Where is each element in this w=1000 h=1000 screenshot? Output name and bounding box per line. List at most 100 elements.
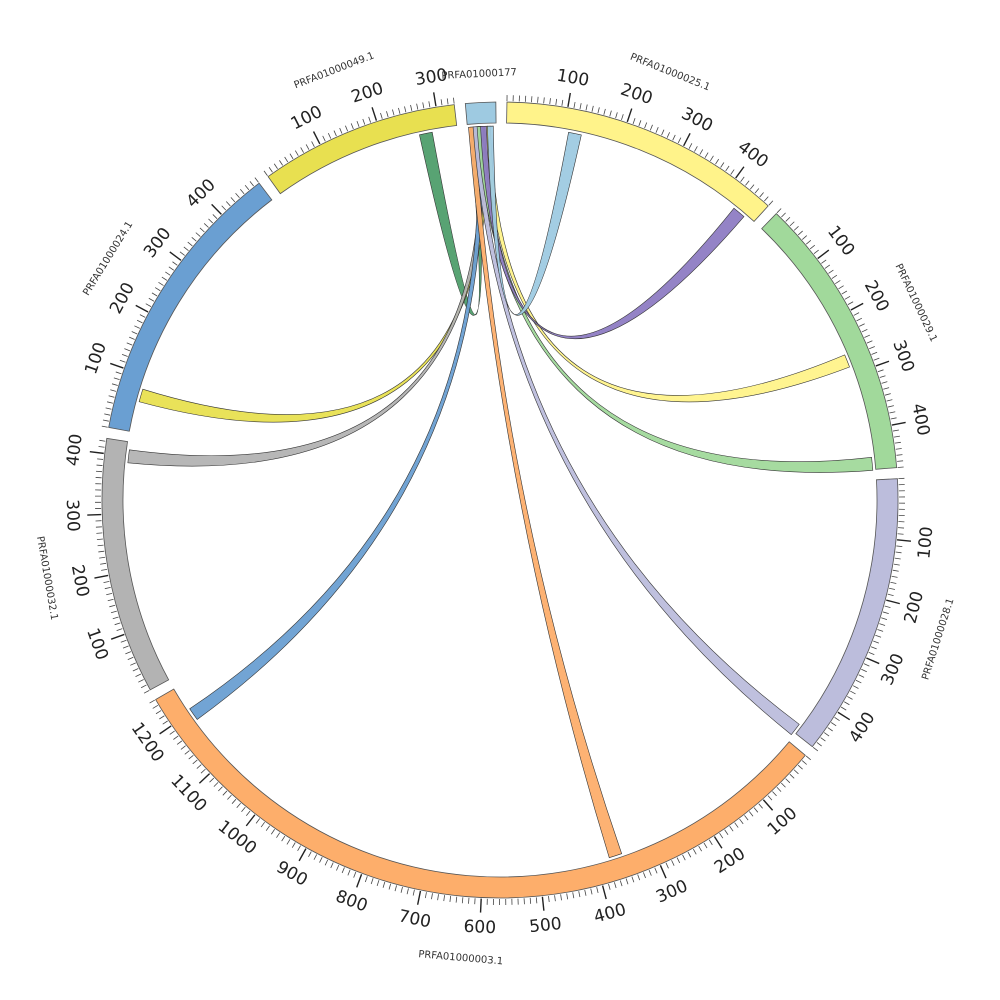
tick-label: 100 <box>764 803 802 839</box>
minor-tick <box>213 782 219 787</box>
minor-tick <box>109 604 116 608</box>
minor-tick <box>725 165 730 172</box>
minor-tick <box>149 699 155 704</box>
minor-tick <box>125 651 132 655</box>
minor-tick <box>835 280 841 284</box>
tick-label: 400 <box>734 137 772 172</box>
minor-tick <box>345 125 349 132</box>
minor-tick <box>672 134 676 141</box>
link-ribbon[interactable] <box>472 126 800 736</box>
minor-tick <box>249 181 254 187</box>
major-tick <box>198 773 211 784</box>
minor-tick <box>440 99 443 106</box>
minor-tick <box>394 885 397 892</box>
minor-tick <box>654 867 658 874</box>
minor-tick <box>461 897 464 904</box>
minor-tick <box>671 860 675 866</box>
minor-tick <box>621 114 624 121</box>
minor-tick <box>834 717 840 721</box>
major-tick <box>169 251 182 261</box>
minor-tick <box>116 628 123 631</box>
minor-tick <box>114 622 121 626</box>
minor-tick <box>101 568 108 571</box>
minor-tick <box>897 533 904 535</box>
segment-block[interactable] <box>101 437 170 691</box>
minor-tick <box>780 782 786 788</box>
minor-tick <box>370 878 374 885</box>
minor-tick <box>768 200 774 206</box>
minor-tick <box>410 104 413 111</box>
major-tick <box>837 711 851 721</box>
minor-tick <box>789 221 795 227</box>
minor-tick <box>368 116 371 123</box>
minor-tick <box>890 581 897 584</box>
minor-tick <box>886 399 893 402</box>
minor-tick <box>101 425 108 428</box>
segment-block[interactable] <box>155 688 806 899</box>
minor-tick <box>180 745 186 750</box>
tick-label: 200 <box>711 844 749 878</box>
major-tick <box>479 898 482 913</box>
link-ribbon[interactable] <box>487 125 582 316</box>
minor-tick <box>322 135 326 142</box>
major-tick <box>211 203 222 215</box>
link-ribbon[interactable] <box>484 125 850 403</box>
minor-tick <box>812 746 819 752</box>
segment-block[interactable] <box>795 478 899 748</box>
link-ribbon[interactable] <box>468 126 623 859</box>
major-tick <box>298 848 307 862</box>
tick-label: 200 <box>67 563 93 599</box>
minor-tick <box>260 821 265 828</box>
minor-tick <box>873 357 880 361</box>
minor-tick <box>104 586 111 590</box>
segment-block[interactable] <box>761 212 898 470</box>
minor-tick <box>305 144 310 150</box>
minor-tick <box>820 737 826 742</box>
segment-prfa01000028-1[interactable]: 100 200 300 400 PRFA01000028.1 <box>795 477 957 752</box>
segment-block[interactable] <box>506 101 769 223</box>
minor-tick <box>879 623 886 626</box>
minor-tick <box>221 205 227 211</box>
minor-tick <box>884 605 891 609</box>
segment-prfa01000177[interactable]: PRFA01000177 <box>441 67 517 125</box>
minor-tick <box>129 336 135 340</box>
link-ribbon[interactable] <box>476 126 874 473</box>
minor-tick <box>353 871 357 878</box>
minor-tick <box>883 387 890 390</box>
minor-tick <box>449 895 452 902</box>
minor-tick <box>866 340 873 344</box>
minor-tick <box>895 448 902 450</box>
minor-tick <box>638 120 642 127</box>
major-tick <box>659 865 667 879</box>
minor-tick <box>868 652 875 656</box>
tick-label: 200 <box>860 277 893 315</box>
minor-tick <box>764 196 769 202</box>
tick-label: 100 <box>81 340 111 377</box>
major-tick <box>245 814 256 827</box>
minor-tick <box>548 895 550 903</box>
segment-prfa01000032-1[interactable]: 100 200 300 400 PRFA01000032.1 <box>34 433 170 694</box>
minor-tick <box>273 163 278 169</box>
minor-tick <box>893 563 900 566</box>
minor-tick <box>566 893 569 900</box>
minor-tick <box>896 545 903 548</box>
minor-tick <box>113 377 120 381</box>
minor-tick <box>96 538 103 540</box>
minor-tick <box>286 839 291 845</box>
minor-tick <box>400 886 403 893</box>
minor-tick <box>715 158 720 165</box>
minor-tick <box>132 668 139 672</box>
link-ribbon[interactable] <box>189 126 484 720</box>
segment-block[interactable] <box>267 104 458 195</box>
minor-tick <box>855 679 862 684</box>
segment-block[interactable] <box>108 182 273 432</box>
segment-block[interactable] <box>464 101 497 125</box>
minor-tick <box>699 149 704 155</box>
minor-tick <box>847 696 853 700</box>
minor-tick <box>199 227 205 233</box>
